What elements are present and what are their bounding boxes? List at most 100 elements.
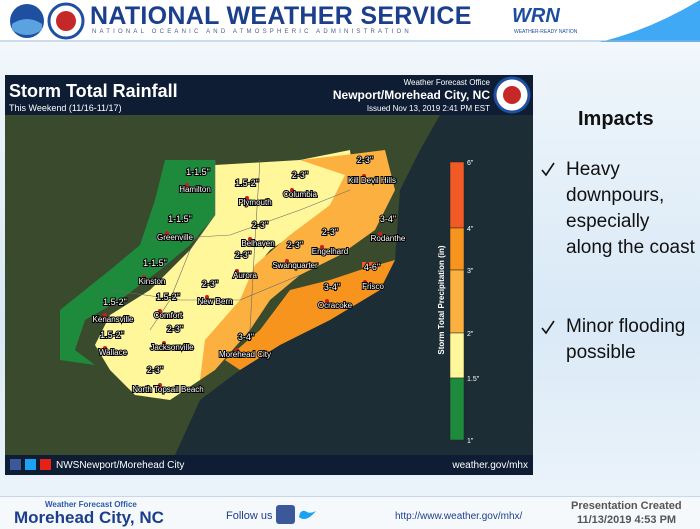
rain-amount: 2-3" — [147, 365, 163, 375]
rain-amount: 2-3" — [322, 227, 338, 237]
city-dot — [325, 299, 329, 303]
facebook-icon[interactable] — [10, 459, 21, 470]
legend-swatch — [449, 227, 465, 271]
city-dot — [158, 309, 162, 313]
footer — [0, 496, 700, 529]
city-dot — [248, 237, 252, 241]
footer-office: Morehead City, NC — [14, 508, 164, 527]
city-dot — [162, 341, 166, 345]
rain-amount: 1.5-2" — [100, 330, 124, 340]
legend-swatch — [449, 332, 465, 379]
rainfall-map: Storm Total Rainfall This Weekend (11/16… — [5, 75, 533, 475]
noaa-logo-wave — [12, 19, 42, 35]
facebook-icon[interactable] — [276, 505, 295, 524]
legend: 6" 4" 3" 2" 1.5" 1" — [449, 160, 480, 445]
places: 1-1.5" Hamilton 1.5-2" Plymouth 2-3" Columbia… — [92, 154, 407, 395]
city-name: Greenville — [157, 233, 194, 242]
wrn-tagline: WEATHER-READY NATION — [514, 29, 578, 35]
city-name: Engelhard — [312, 247, 348, 256]
county-line — [109, 274, 301, 301]
legend-swatch — [449, 161, 465, 229]
rain-amount: 2-3" — [357, 155, 373, 165]
rain-amount: 1-1.5" — [186, 167, 210, 177]
legend-title: Storm Total Precipitation (in) — [437, 245, 446, 355]
map-title-bar — [5, 75, 533, 115]
office-name: Newport/Morehead City, NC — [333, 88, 490, 102]
header-title: NATIONAL WEATHER SERVICE — [90, 2, 472, 30]
city-dot — [378, 232, 382, 236]
county-line — [149, 160, 216, 331]
social-handle[interactable]: NWSNewport/Morehead City — [56, 460, 184, 471]
created-label: Presentation Created — [571, 500, 682, 512]
header-graphics — [0, 0, 700, 42]
city-name: North Topsail Beach — [132, 385, 203, 394]
city-dot — [165, 231, 169, 235]
city-name: Hamilton — [179, 185, 211, 194]
rain-amount: 1-1.5" — [143, 258, 167, 268]
check-icon — [541, 162, 555, 177]
rain-amount: 3-4" — [238, 332, 254, 342]
rain-amount: 3-4" — [380, 214, 396, 224]
county-line — [249, 159, 261, 331]
city-dot — [235, 269, 239, 273]
issued-time: Issued Nov 13, 2019 2:41 PM EST — [367, 104, 490, 113]
twitter-icon[interactable] — [25, 459, 36, 470]
city-dot — [185, 183, 189, 187]
rain-amount: 2-3" — [235, 250, 251, 260]
bullet-icons — [541, 162, 555, 335]
twitter-icon[interactable] — [299, 510, 316, 519]
city-name: Comfort — [154, 311, 183, 320]
follow-us: Follow us — [226, 510, 273, 522]
rain-amount: 2-3" — [287, 240, 303, 250]
city-name: Columbia — [283, 190, 317, 199]
city-name: Kinston — [139, 277, 166, 286]
rain-amount: 1.5-2" — [103, 297, 127, 307]
rain-zone — [95, 150, 355, 400]
youtube-icon[interactable] — [40, 459, 51, 470]
city-name: Ocracoke — [318, 301, 353, 310]
county-lines — [109, 159, 351, 331]
legend-swatch — [449, 269, 465, 334]
map-subtitle: This Weekend (11/16-11/17) — [9, 103, 122, 113]
city-name: Rodanthe — [371, 234, 406, 243]
rain-zone — [60, 160, 220, 365]
map-website[interactable]: weather.gov/mhx — [451, 460, 528, 471]
legend-tick-label: 4" — [467, 226, 474, 233]
city-dot — [103, 313, 107, 317]
footer-url[interactable]: http://www.weather.gov/mhx/ — [395, 511, 523, 522]
legend-tick-label: 1" — [467, 438, 474, 445]
city-name: Jacksonville — [150, 343, 194, 352]
rain-zone — [200, 150, 395, 380]
header: NATIONAL WEATHER SERVICE NATIONAL OCEANI… — [0, 0, 700, 42]
rain-amount: 2-3" — [292, 170, 308, 180]
nws-badge-center — [503, 86, 521, 104]
legend-tick-label: 6" — [467, 160, 474, 167]
city-dot — [205, 295, 209, 299]
city-name: New Bern — [197, 297, 232, 306]
rain-amount: 4-6" — [364, 262, 380, 272]
rain-zone — [362, 262, 378, 268]
check-icon — [541, 320, 555, 335]
rain-amount: 3-4" — [324, 282, 340, 292]
created-time: 11/13/2019 4:53 PM — [577, 514, 677, 526]
city-dot — [245, 196, 249, 200]
city-name: Swanquarter — [272, 261, 318, 270]
header-subtitle: NATIONAL OCEANIC AND ATMOSPHERIC ADMINIS… — [92, 29, 412, 35]
city-dot — [320, 245, 324, 249]
city-dot — [235, 348, 239, 352]
legend-swatch — [449, 377, 465, 441]
city-name: Morehead City — [219, 350, 271, 359]
footer-office-label: Weather Forecast Office — [45, 500, 137, 509]
city-name: Wallace — [99, 348, 128, 357]
rain-amount: 1.5-2" — [235, 178, 259, 188]
legend-tick-label: 2" — [467, 331, 474, 338]
city-dot — [158, 383, 162, 387]
city-name: Belhaven — [241, 239, 274, 248]
footer-social-icons — [276, 505, 316, 524]
county-line — [149, 189, 351, 241]
city-name: Kill Devil Hills — [348, 176, 396, 185]
city-name: Frisco — [362, 282, 384, 291]
rain-amount: 2-3" — [202, 279, 218, 289]
city-dot — [285, 259, 289, 263]
